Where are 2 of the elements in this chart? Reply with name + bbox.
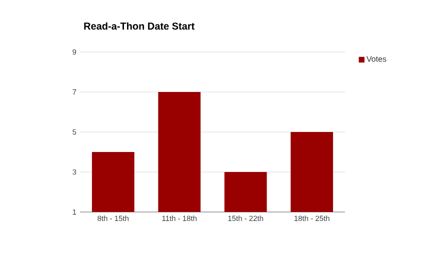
legend-label: Votes	[366, 56, 386, 62]
chart-title: Read-a-Thon Date Start	[84, 22, 195, 30]
